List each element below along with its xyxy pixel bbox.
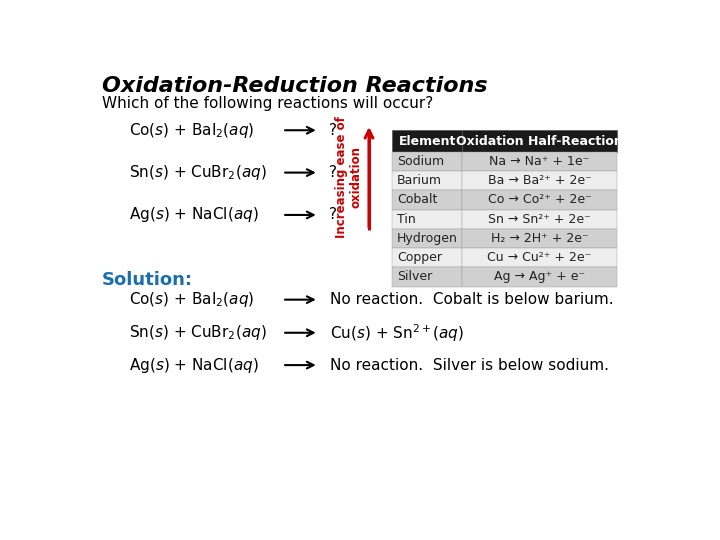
Text: Ag($s$) + NaCl($aq$): Ag($s$) + NaCl($aq$) xyxy=(129,205,258,225)
Bar xyxy=(392,171,462,190)
Bar xyxy=(392,267,462,287)
Bar xyxy=(392,130,462,152)
Bar xyxy=(462,267,617,287)
Bar xyxy=(392,229,462,248)
Text: Cu → Cu²⁺ + 2e⁻: Cu → Cu²⁺ + 2e⁻ xyxy=(487,251,592,264)
Bar xyxy=(392,210,462,229)
Text: Ag → Ag⁺ + e⁻: Ag → Ag⁺ + e⁻ xyxy=(494,271,585,284)
Text: Oxidation-Reduction Reactions: Oxidation-Reduction Reactions xyxy=(102,76,487,96)
Text: Silver: Silver xyxy=(397,271,432,284)
Bar xyxy=(392,248,462,267)
Text: Cu($s$) + Sn$^{2+}$($aq$): Cu($s$) + Sn$^{2+}$($aq$) xyxy=(330,322,464,343)
Bar xyxy=(462,210,617,229)
Bar xyxy=(462,229,617,248)
Bar xyxy=(462,130,617,152)
Text: Co → Co²⁺ + 2e⁻: Co → Co²⁺ + 2e⁻ xyxy=(487,193,591,206)
Text: Co($s$) + BaI$_2$($aq$): Co($s$) + BaI$_2$($aq$) xyxy=(129,290,254,309)
Text: Co($s$) + BaI$_2$($aq$): Co($s$) + BaI$_2$($aq$) xyxy=(129,121,254,140)
Bar xyxy=(462,152,617,171)
Text: ?: ? xyxy=(329,207,337,222)
Bar xyxy=(392,190,462,210)
Text: Sn($s$) + CuBr$_2$($aq$): Sn($s$) + CuBr$_2$($aq$) xyxy=(129,163,266,182)
Text: Hydrogen: Hydrogen xyxy=(397,232,458,245)
Text: Sn($s$) + CuBr$_2$($aq$): Sn($s$) + CuBr$_2$($aq$) xyxy=(129,323,266,342)
Text: Copper: Copper xyxy=(397,251,442,264)
Bar xyxy=(462,190,617,210)
Text: Na → Na⁺ + 1e⁻: Na → Na⁺ + 1e⁻ xyxy=(490,155,590,168)
Text: Increasing ease of
oxidation: Increasing ease of oxidation xyxy=(335,116,363,238)
Text: Solution:: Solution: xyxy=(102,271,193,289)
Text: H₂ → 2H⁺ + 2e⁻: H₂ → 2H⁺ + 2e⁻ xyxy=(491,232,588,245)
Text: ?: ? xyxy=(329,123,337,138)
Text: Barium: Barium xyxy=(397,174,442,187)
Text: Ag($s$) + NaCl($aq$): Ag($s$) + NaCl($aq$) xyxy=(129,356,258,375)
Bar xyxy=(392,152,462,171)
Text: Which of the following reactions will occur?: Which of the following reactions will oc… xyxy=(102,96,433,111)
Text: No reaction.  Silver is below sodium.: No reaction. Silver is below sodium. xyxy=(330,357,609,373)
Text: Cobalt: Cobalt xyxy=(397,193,437,206)
Text: Sn → Sn²⁺ + 2e⁻: Sn → Sn²⁺ + 2e⁻ xyxy=(488,213,591,226)
Text: Sodium: Sodium xyxy=(397,155,444,168)
Text: ?: ? xyxy=(329,165,337,180)
Text: Ba → Ba²⁺ + 2e⁻: Ba → Ba²⁺ + 2e⁻ xyxy=(487,174,591,187)
Text: Tin: Tin xyxy=(397,213,415,226)
Text: Element: Element xyxy=(398,134,456,147)
Bar xyxy=(462,171,617,190)
Bar xyxy=(462,248,617,267)
Text: No reaction.  Cobalt is below barium.: No reaction. Cobalt is below barium. xyxy=(330,292,614,307)
Text: Oxidation Half-Reaction: Oxidation Half-Reaction xyxy=(456,134,623,147)
